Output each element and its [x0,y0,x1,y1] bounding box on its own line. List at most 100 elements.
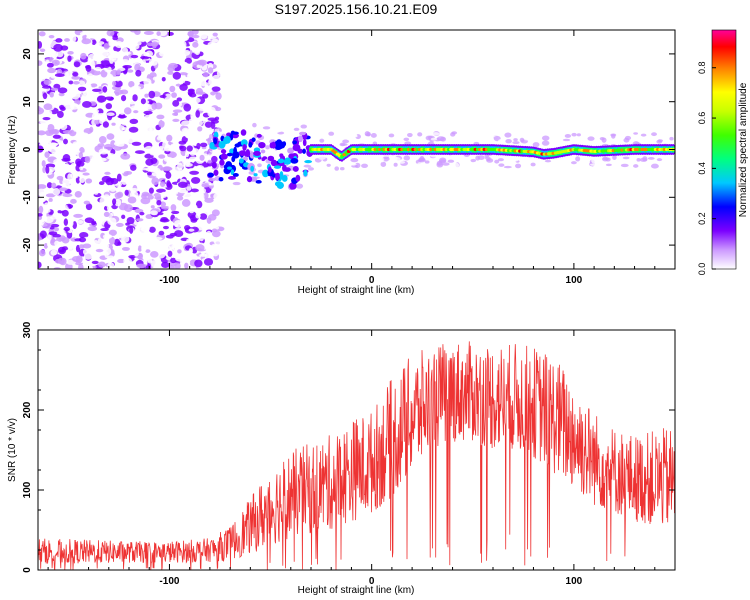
spectrogram-noise-blob [58,229,66,236]
spectrogram-halo-blob [417,132,423,137]
spectrogram-halo-blob [584,155,590,159]
spectrogram-transition-blob [242,144,247,151]
spectrogram-halo-blob [350,134,358,138]
spectrogram-noise-blob [97,237,106,245]
spectrogram-noise-blob [54,206,60,213]
spectrogram-halo-blob [576,133,581,137]
spectrogram-transition-blob [271,141,276,149]
spectrogram-transition-blob [228,176,236,180]
spectrogram-noise-blob [187,72,195,80]
spectrogram-noise-blob [121,127,128,131]
spectrogram-noise-blob [102,86,108,93]
spectrogram-noise-blob [111,210,117,217]
spectrogram-noise-blob [183,103,192,112]
spectrogram-noise-blob [179,145,187,152]
spectrogram-noise-blob [188,247,194,254]
spectrogram-noise-blob [88,152,96,160]
spectrogram-halo-blob [300,124,308,129]
spectrogram-noise-blob [150,41,159,47]
spectrogram-noise-blob [112,198,117,205]
spectrogram-noise-blob [59,122,68,131]
spectrogram-transition-blob [276,181,284,189]
spectrogram-noise-blob [99,197,106,205]
spectrogram-noise-blob [57,257,65,265]
spectrogram-halo-blob [346,136,353,141]
spectrogram-noise-blob [70,35,77,42]
spectrogram-transition-blob [218,140,226,149]
spectrogram-halo-blob [548,165,557,168]
spectrogram-noise-blob [57,118,63,124]
spectrogram-noise-blob [67,51,74,55]
spectrogram-halo-blob [497,158,504,162]
spectrogram-noise-blob [109,41,119,47]
spectrogram-noise-blob [38,40,43,49]
spectrogram-noise-blob [38,184,47,190]
spectrogram-noise-blob [116,32,124,38]
spectrogram-halo-blob [262,176,270,182]
spectrogram-noise-blob [48,197,53,202]
spectrogram-halo-blob [432,132,440,136]
spectrogram-noise-blob [38,199,44,204]
spectrogram-noise-blob [176,97,183,102]
spectrogram-noise-blob [191,204,198,212]
spectrogram-noise-blob [72,71,79,77]
spectrogram-noise-blob [91,39,97,45]
spectrogram-noise-blob [57,87,68,94]
spectrogram-noise-blob [113,80,123,88]
spectrogram-noise-blob [131,115,141,119]
spectrogram-noise-blob [94,66,102,72]
spectrogram-noise-blob [98,165,108,170]
spectrogram-halo-blob [611,133,616,139]
colorbar-tick-label: 0.8 [697,61,707,74]
spectrogram-noise-blob [71,255,81,262]
spectrogram-noise-blob [46,62,54,68]
spectrogram-noise-blob [201,183,210,188]
spectrogram-noise-blob [101,60,111,69]
spectrogram-halo-blob [295,183,304,189]
spectrogram-halo-blob [472,161,481,166]
spectrogram-noise-blob [159,181,166,187]
spectrogram-transition-blob [248,141,253,148]
spectrogram-noise-blob [158,230,165,236]
spectrogram-noise-blob [85,178,93,184]
spectrogram-noise-blob [186,159,191,164]
spectrogram-noise-blob [98,162,107,166]
spectrogram-noise-blob [212,252,219,257]
spectrogram-halo-blob [447,159,455,163]
spectrogram-noise-blob [191,30,199,35]
spectrogram-noise-blob [92,239,99,248]
spectrogram-noise-blob [214,116,220,121]
snr-xtick-label: 100 [566,576,583,587]
spectrogram-noise-blob [114,192,122,199]
spectrogram-noise-blob [177,181,188,188]
spectrogram-noise-blob [127,95,133,99]
spectrogram-halo-blob [380,161,387,167]
spectrogram-noise-blob [186,145,193,152]
spectrogram-noise-blob [62,193,73,198]
spectrogram-noise-blob [213,237,221,245]
spectrogram-noise-blob [110,177,119,185]
spectrogram-noise-blob [107,217,117,226]
spectrogram-noise-blob [66,110,76,117]
spectrogram-transition-blob [238,150,247,157]
spectrogram-noise-blob [78,237,87,243]
spectrogram-noise-blob [70,91,81,100]
spectrogram-noise-blob [68,80,74,85]
spectrogram-noise-blob [135,69,142,77]
spectrogram-halo-blob [357,157,366,161]
spectrogram-halo-blob [504,132,512,138]
spectrogram-halo-blob [530,134,535,141]
spectrogram-noise-blob [65,144,70,152]
spectrogram-halo-blob [470,158,477,163]
spectrogram-noise-blob [49,226,55,230]
spectrogram-halo-blob [656,158,663,162]
spectrogram-halo-blob [532,142,540,148]
spectrogram-noise-blob [79,139,88,147]
spectrogram-noise-blob [202,71,209,78]
spectrogram-noise-blob [59,235,66,242]
spectrogram-noise-blob [128,80,135,88]
spectrogram-noise-blob [147,220,155,225]
spectrogram-noise-blob [130,54,139,59]
colorbar-tick-label: 0.0 [697,263,707,276]
spectrogram-noise-blob [50,249,58,256]
